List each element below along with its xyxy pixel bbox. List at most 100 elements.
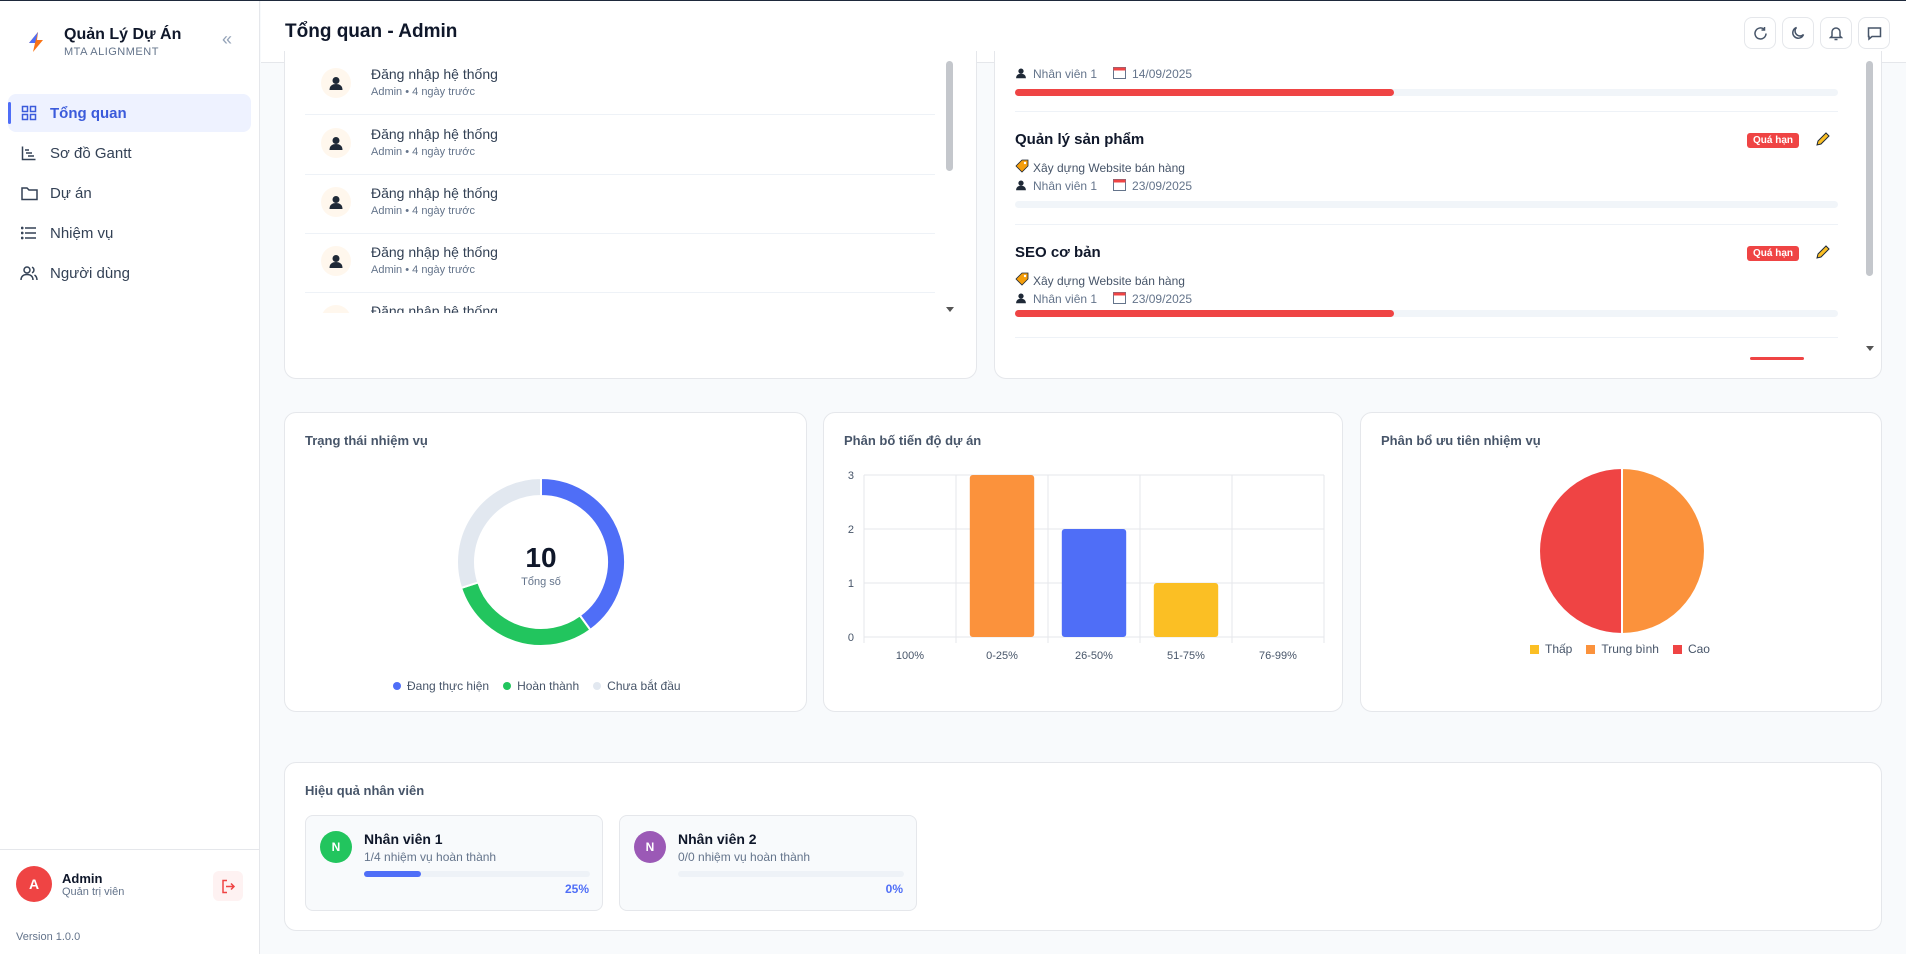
user-icon xyxy=(321,305,351,313)
sidebar-item-tasks[interactable]: Nhiệm vụ xyxy=(8,214,251,252)
task-row[interactable]: Quản lý sản phẩm Quá hạn Xây dựng Websit… xyxy=(1015,131,1838,221)
list-item: Đăng nhập hệ thống xyxy=(305,293,935,313)
user-role: Quản trị viên xyxy=(62,885,125,898)
users-icon xyxy=(20,264,38,282)
pie-chart xyxy=(1538,466,1706,636)
activity-title: Đăng nhập hệ thống xyxy=(371,66,498,82)
task-row[interactable]: SEO cơ bản Quá hạn Xây dựng Website bán … xyxy=(1015,244,1838,334)
sidebar-nav: Tổng quan Sơ đồ Gantt Dự án Nhiệm vụ Ngư… xyxy=(8,94,251,294)
employee-summary: 1/4 nhiệm vụ hoàn thành xyxy=(364,850,497,864)
sidebar-item-label: Người dùng xyxy=(50,264,130,282)
legend-item[interactable]: Trung bình xyxy=(1586,642,1659,656)
status-badge: Quá hạn xyxy=(1747,246,1800,261)
user-icon xyxy=(321,128,351,158)
calendar-icon xyxy=(1113,178,1127,194)
donut-slice xyxy=(459,581,592,647)
list-item: Đăng nhập hệ thống Admin • 4 ngày trước xyxy=(305,234,935,293)
sidebar: Quản Lý Dự Án MTA ALIGNMENT « Tổng quan … xyxy=(0,1,260,954)
y-tick-label: 2 xyxy=(848,524,854,536)
chart-legend: Đang thực hiện Hoàn thành Chưa bắt đầu xyxy=(393,679,695,693)
bar-chart: 0 1 2 3 100% 0-25% 26-50% 51-75% 76-99% xyxy=(848,470,1325,662)
legend-label: Trung bình xyxy=(1601,642,1659,656)
user-icon xyxy=(321,246,351,276)
employee-card[interactable]: N Nhân viên 2 0/0 nhiệm vụ hoàn thành 0% xyxy=(619,815,917,911)
logout-button[interactable] xyxy=(213,871,243,901)
legend-item[interactable]: Chưa bắt đầu xyxy=(593,679,681,693)
y-tick-label: 0 xyxy=(848,632,854,644)
calendar-icon xyxy=(1113,291,1127,307)
chart-title: Trạng thái nhiệm vụ xyxy=(305,433,428,448)
chart-title: Phân bố tiến độ dự án xyxy=(844,433,982,448)
task-status-chart: Trạng thái nhiệm vụ 10 Tổng số Đang thực… xyxy=(284,412,807,712)
sidebar-item-overview[interactable]: Tổng quan xyxy=(8,94,251,132)
logout-icon xyxy=(221,879,235,893)
activity-scrollbar[interactable] xyxy=(946,61,953,171)
sidebar-item-projects[interactable]: Dự án xyxy=(8,174,251,212)
employee-percent: 25% xyxy=(564,882,589,896)
edit-icon[interactable] xyxy=(1815,244,1831,265)
donut-total: 10 xyxy=(525,542,557,573)
activity-meta: Admin • 4 ngày trước xyxy=(371,86,476,98)
gantt-chart-icon xyxy=(20,144,38,162)
legend-item[interactable]: Hoàn thành xyxy=(503,679,579,693)
employee-card[interactable]: N Nhân viên 1 1/4 nhiệm vụ hoàn thành 25… xyxy=(305,815,603,911)
legend-label: Thấp xyxy=(1545,642,1573,656)
bar xyxy=(969,475,1035,637)
app-version: Version 1.0.0 xyxy=(16,931,81,943)
task-project: Xây dựng Website bán hàng xyxy=(1033,160,1185,175)
chart-legend: Thấp Trung bình Cao xyxy=(1530,642,1724,656)
edit-icon[interactable] xyxy=(1815,131,1831,152)
folder-icon xyxy=(20,184,38,202)
task-name[interactable]: Quản lý sản phẩm xyxy=(1015,131,1145,148)
notifications-button[interactable] xyxy=(1820,17,1852,49)
employee-progress-bar xyxy=(364,871,590,877)
logo-icon xyxy=(24,30,48,54)
sidebar-footer: A Admin Quản trị viên Version 1.0.0 xyxy=(0,849,260,943)
user-icon xyxy=(1015,179,1027,194)
y-tick-label: 3 xyxy=(848,470,854,482)
scroll-down-icon[interactable] xyxy=(946,307,954,312)
legend-item[interactable]: Cao xyxy=(1672,642,1710,656)
collapse-sidebar-icon[interactable]: « xyxy=(222,29,233,49)
user-icon xyxy=(1015,292,1027,307)
legend-label: Đang thực hiện xyxy=(407,679,490,693)
employee-summary: 0/0 nhiệm vụ hoàn thành xyxy=(678,850,811,864)
task-due-date: 23/09/2025 xyxy=(1132,292,1193,306)
section-title: Hiệu quả nhân viên xyxy=(305,783,425,798)
task-progress-bar xyxy=(1015,89,1838,96)
brand[interactable]: Quản Lý Dự Án MTA ALIGNMENT xyxy=(24,25,181,59)
y-tick-label: 1 xyxy=(848,578,854,590)
legend-label: Hoàn thành xyxy=(517,679,580,693)
activity-meta: Admin • 4 ngày trước xyxy=(371,264,476,276)
sidebar-item-users[interactable]: Người dùng xyxy=(8,254,251,292)
progress-fill xyxy=(364,871,421,877)
user-name: Admin xyxy=(62,870,103,886)
bell-icon xyxy=(1829,26,1843,40)
message-icon xyxy=(1867,26,1881,41)
donut-slice xyxy=(456,476,542,590)
refresh-button[interactable] xyxy=(1744,17,1776,49)
sidebar-item-label: Dự án xyxy=(50,184,92,202)
employee-performance-panel: Hiệu quả nhân viên N Nhân viên 1 1/4 nhi… xyxy=(284,762,1882,931)
messages-button[interactable] xyxy=(1858,17,1890,49)
employee-name: Nhân viên 1 xyxy=(364,831,443,847)
task-progress-bar xyxy=(1015,310,1838,317)
legend-item[interactable]: Đang thực hiện xyxy=(393,679,489,693)
task-project: Xây dựng Website bán hàng xyxy=(1033,273,1185,288)
sidebar-item-gantt[interactable]: Sơ đồ Gantt xyxy=(8,134,251,172)
list-item: Đăng nhập hệ thống Admin • 4 ngày trước xyxy=(305,116,935,175)
x-tick-label: 51-75% xyxy=(1167,650,1205,662)
task-name[interactable]: SEO cơ bản xyxy=(1015,244,1101,261)
status-badge xyxy=(1750,357,1804,360)
user-profile[interactable]: A Admin Quản trị viên xyxy=(16,866,124,902)
task-assignee: Nhân viên 1 xyxy=(1033,292,1098,306)
task-scrollbar[interactable] xyxy=(1866,61,1873,276)
legend-item[interactable]: Thấp xyxy=(1530,642,1572,656)
page-title: Tổng quan - Admin xyxy=(285,21,458,42)
activity-title: Đăng nhập hệ thống xyxy=(371,303,498,313)
moon-icon xyxy=(1792,26,1805,39)
dark-mode-toggle[interactable] xyxy=(1782,17,1814,49)
scroll-down-icon[interactable] xyxy=(1866,346,1874,351)
tag-icon xyxy=(1015,159,1029,176)
activity-title: Đăng nhập hệ thống xyxy=(371,185,498,201)
